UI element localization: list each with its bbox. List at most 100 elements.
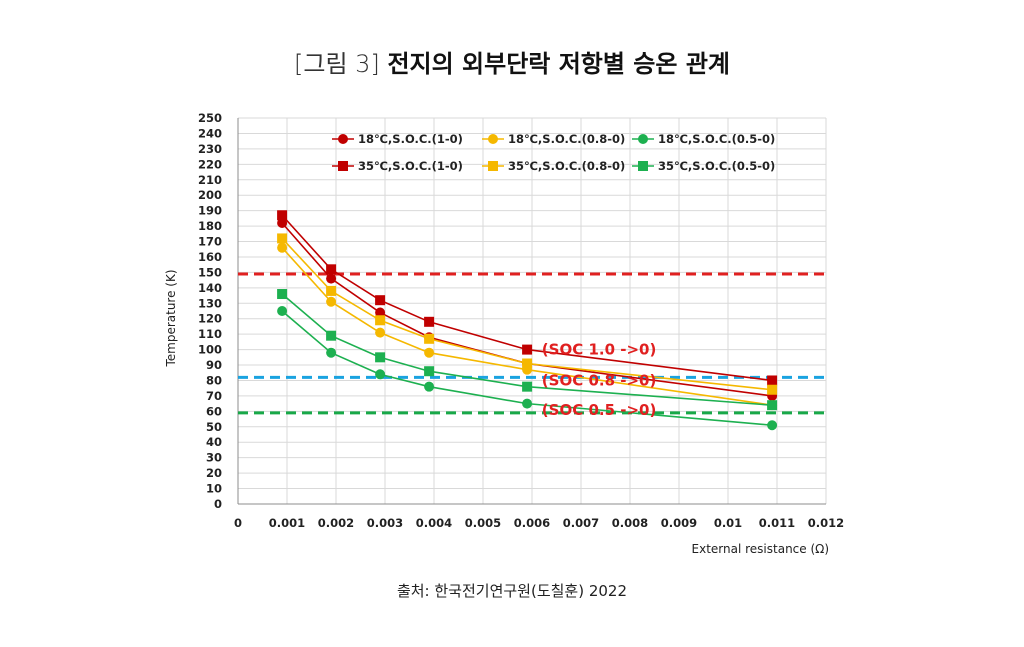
series-line <box>281 247 773 406</box>
data-point <box>326 264 337 275</box>
y-tick-label: 60 <box>206 404 222 418</box>
data-point <box>767 375 778 386</box>
y-tick-label: 230 <box>198 142 222 156</box>
data-point <box>375 315 386 326</box>
data-point <box>522 344 533 355</box>
legend-label: 18℃,S.O.C.(1-0) <box>358 132 463 146</box>
data-point <box>522 358 533 369</box>
data-point <box>424 366 435 377</box>
data-point <box>767 420 778 431</box>
x-tick-label: 0.001 <box>269 516 305 530</box>
data-point <box>767 384 778 395</box>
series-line <box>281 222 773 397</box>
annotation-label: (SOC 0.8 ->0) <box>542 371 657 389</box>
y-tick-label: 160 <box>198 250 222 264</box>
legend-marker <box>638 134 648 144</box>
legend-label: 35℃,S.O.C.(1-0) <box>358 159 463 173</box>
x-tick-label: 0.003 <box>367 516 403 530</box>
data-point <box>326 330 337 341</box>
x-tick-label: 0.006 <box>514 516 550 530</box>
y-tick-label: 40 <box>206 435 222 449</box>
x-axis-label: External resistance (Ω) <box>692 542 829 556</box>
data-point <box>522 381 533 392</box>
data-point <box>424 381 435 392</box>
data-point <box>326 347 337 358</box>
x-tick-label: 0.002 <box>318 516 354 530</box>
grid-layer <box>238 117 827 504</box>
axes-layer: 0102030405060708090100110120130140150160… <box>198 111 844 530</box>
y-tick-label: 170 <box>198 235 222 249</box>
series-line <box>281 293 773 406</box>
y-tick-label: 10 <box>206 482 222 496</box>
data-point <box>424 333 435 344</box>
x-tick-label: 0.007 <box>563 516 599 530</box>
y-tick-label: 90 <box>206 358 222 372</box>
y-tick-label: 0 <box>214 497 222 511</box>
legend-label: 18℃,S.O.C.(0.5-0) <box>658 132 775 146</box>
legend-label: 18℃,S.O.C.(0.8-0) <box>508 132 625 146</box>
data-point <box>424 316 435 327</box>
y-tick-label: 130 <box>198 296 222 310</box>
y-axis-label: Temperature (K) <box>164 269 178 367</box>
data-point <box>375 295 386 306</box>
data-point <box>375 307 386 318</box>
figure-caption-tag: [그림 3] <box>294 50 380 78</box>
legend-label: 35℃,S.O.C.(0.5-0) <box>658 159 775 173</box>
data-point <box>326 285 337 296</box>
data-point <box>326 273 337 284</box>
y-tick-label: 100 <box>198 343 222 357</box>
data-point <box>277 233 288 244</box>
data-point <box>424 347 435 358</box>
legend: 18℃,S.O.C.(1-0) 18℃,S.O.C.(0.8-0) 18℃,S.O.… <box>332 132 775 173</box>
x-tick-label: 0.012 <box>808 516 844 530</box>
figure-source: 출처: 한국전기연구원(도칠훈) 2022 <box>396 582 628 600</box>
y-tick-label: 140 <box>198 281 222 295</box>
x-tick-label: 0.01 <box>714 516 742 530</box>
y-tick-label: 80 <box>206 373 222 387</box>
figure-caption-title: 전지의 외부단락 저항별 승온 관계 <box>387 50 730 78</box>
y-tick-label: 190 <box>198 204 222 218</box>
y-tick-label: 30 <box>206 451 222 465</box>
x-tick-label: 0 <box>234 516 242 530</box>
data-point <box>375 327 386 338</box>
x-tick-label: 0.009 <box>661 516 697 530</box>
legend-marker <box>638 161 648 171</box>
data-point <box>326 296 337 307</box>
annotations-layer: (SOC 1.0 ->0) (SOC 0.8 ->0) (SOC 0.5 ->0) <box>542 341 657 419</box>
y-tick-label: 220 <box>198 157 222 171</box>
y-tick-label: 110 <box>198 327 222 341</box>
legend-marker <box>338 134 348 144</box>
y-tick-label: 180 <box>198 219 222 233</box>
y-tick-label: 150 <box>198 265 222 279</box>
x-tick-label: 0.005 <box>465 516 501 530</box>
y-tick-label: 210 <box>198 173 222 187</box>
data-point <box>277 217 288 228</box>
data-point <box>277 306 288 316</box>
legend-marker <box>488 161 498 171</box>
series-line <box>281 310 773 427</box>
figure-caption: [그림 3] 전지의 외부단락 저항별 승온 관계 <box>0 44 1024 79</box>
legend-marker <box>488 134 498 144</box>
data-point <box>375 352 386 363</box>
series-line <box>281 214 773 382</box>
annotation-label: (SOC 1.0 ->0) <box>542 341 657 359</box>
y-tick-label: 70 <box>206 389 222 403</box>
y-tick-label: 250 <box>198 111 222 125</box>
annotation-label: (SOC 0.5 ->0) <box>542 401 657 419</box>
legend-marker <box>338 161 348 171</box>
y-tick-label: 120 <box>198 312 222 326</box>
y-tick-label: 20 <box>206 466 222 480</box>
x-tick-label: 0.004 <box>416 516 452 530</box>
data-point <box>277 289 288 300</box>
data-point <box>277 210 288 221</box>
series-line <box>281 237 773 391</box>
y-tick-label: 50 <box>206 420 222 434</box>
x-tick-label: 0.011 <box>759 516 795 530</box>
y-tick-label: 200 <box>198 188 222 202</box>
x-tick-label: 0.008 <box>612 516 648 530</box>
data-point <box>522 398 533 409</box>
legend-label: 35℃,S.O.C.(0.8-0) <box>508 159 625 173</box>
data-point <box>375 369 386 380</box>
y-tick-label: 240 <box>198 126 222 140</box>
